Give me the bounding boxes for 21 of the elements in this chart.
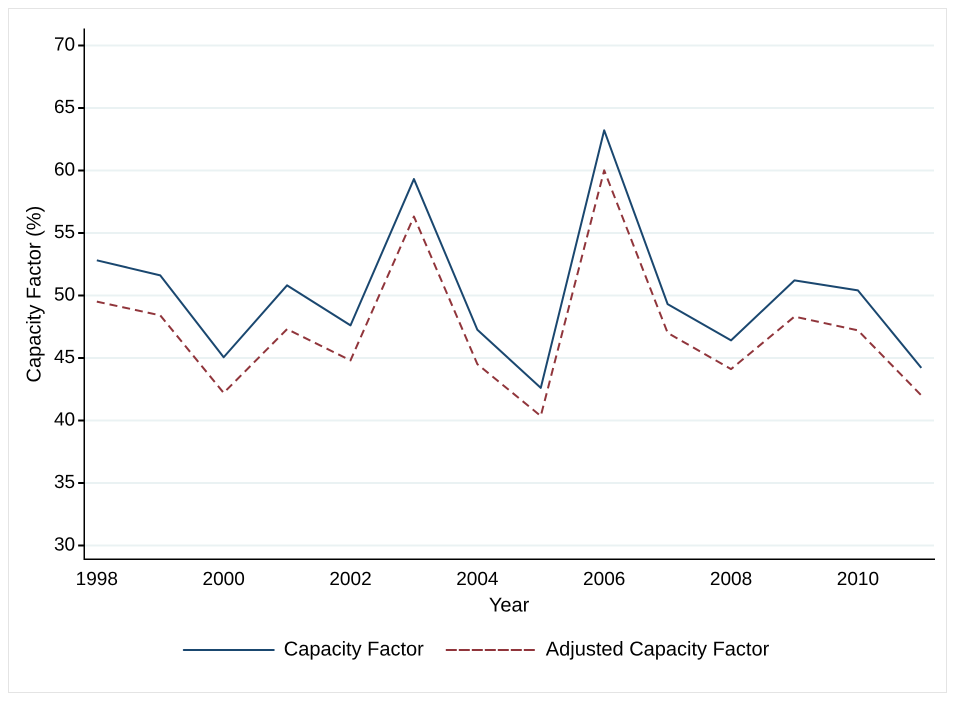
legend-label: Capacity Factor [284,638,424,661]
x-tick-label: 2004 [456,568,499,590]
x-tick-label: 2006 [583,568,626,590]
y-tick-label: 40 [54,410,76,431]
x-tick-label: 1998 [76,568,118,590]
y-tick-label: 45 [54,347,76,368]
y-tick-label: 65 [54,97,76,118]
legend-label: Adjusted Capacity Factor [546,638,770,661]
x-axis-title: Year [488,594,530,617]
x-tick-label: 2010 [836,568,880,590]
y-tick-label: 30 [54,534,76,556]
x-tick-label: 2008 [710,568,752,590]
y-axis-title: Capacity Factor (%) [24,206,46,382]
y-tick-label: 70 [54,34,76,56]
y-tick-label: 50 [54,284,76,306]
x-tick-label: 2002 [329,568,372,590]
y-tick-label: 60 [54,160,76,181]
y-tick-label: 55 [54,222,76,244]
y-tick-label: 35 [54,472,76,494]
x-tick-label: 2000 [202,568,245,590]
line-series [96,169,922,418]
